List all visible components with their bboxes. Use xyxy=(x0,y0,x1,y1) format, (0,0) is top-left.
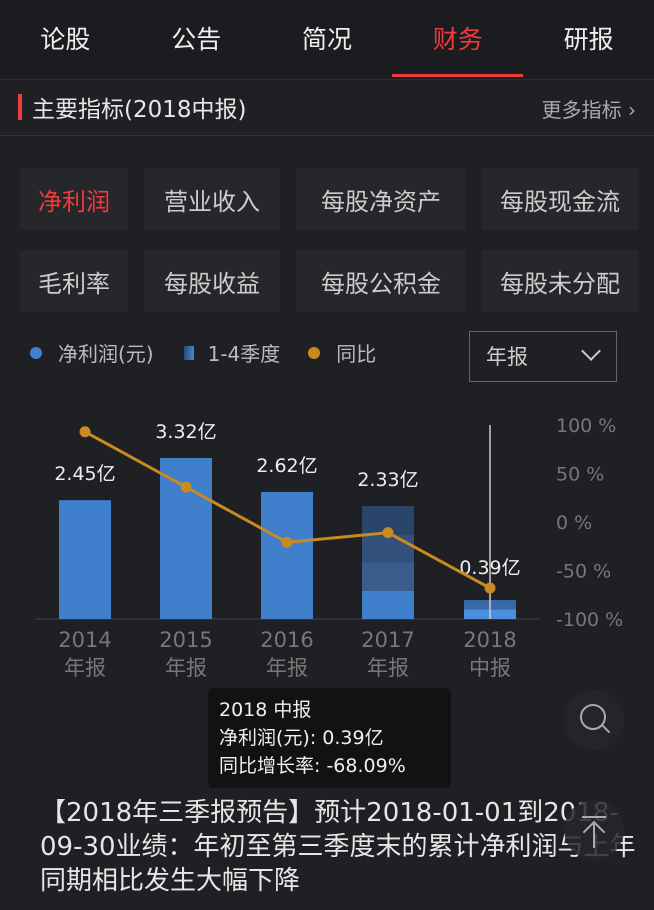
tooltip-net-profit: 净利润(元): 0.39亿 xyxy=(219,727,384,749)
tab-profile[interactable]: 简况 xyxy=(301,25,352,54)
x-tick-label: 2015 xyxy=(159,628,213,652)
yoy-legend-dot xyxy=(308,346,321,359)
y2-tick-label: -100 % xyxy=(556,609,623,630)
chevron-down-icon xyxy=(581,341,601,361)
tab-lungu[interactable]: 论股 xyxy=(40,25,91,54)
legend-quarters: 1-4季度 xyxy=(207,342,281,366)
x-tick-label: 2018 xyxy=(463,628,517,652)
y2-tick-label: 50 % xyxy=(556,464,604,486)
period-select-value: 年报 xyxy=(486,345,528,369)
bar-quarter xyxy=(362,562,414,591)
x-tick-label: 2014 xyxy=(58,628,112,652)
quarters-legend-swatch xyxy=(183,345,194,360)
indicator-bvps[interactable]: 每股净资产 xyxy=(296,168,466,230)
x-sub-label: 中报 xyxy=(469,656,511,680)
bar-quarter xyxy=(362,534,414,563)
x-sub-label: 年报 xyxy=(266,656,308,680)
back-to-top-icon xyxy=(582,816,606,818)
search-icon xyxy=(580,704,606,730)
chart-tooltip: 2018 中报 净利润(元): 0.39亿 同比增长率: -68.09% xyxy=(208,688,451,788)
x-sub-label: 年报 xyxy=(64,656,106,680)
search-icon-handle xyxy=(601,724,611,734)
bar-value-label: 2.33亿 xyxy=(357,469,418,491)
back-to-top-button[interactable] xyxy=(564,800,624,860)
x-tick-label: 2017 xyxy=(361,628,415,652)
bar xyxy=(261,491,313,619)
section-marker xyxy=(18,94,22,120)
section-header: 主要指标(2018中报) 更多指标 › xyxy=(0,84,654,136)
yoy-point xyxy=(180,481,192,493)
indicator-net-profit[interactable]: 净利润 xyxy=(20,168,128,230)
tab-research[interactable]: 研报 xyxy=(563,25,614,54)
more-indicators-link[interactable]: 更多指标 › xyxy=(541,98,636,122)
indicator-grid: 净利润 营业收入 每股净资产 每股现金流 毛利率 每股收益 每股公积金 每股未分… xyxy=(20,168,644,312)
indicator-capital-reserve[interactable]: 每股公积金 xyxy=(296,250,466,312)
net-profit-legend-dot xyxy=(30,346,42,359)
legend-yoy: 同比 xyxy=(336,342,377,366)
top-tabs: 论股 公告 简况 财务 研报 xyxy=(0,0,654,80)
y2-tick-label: -50 % xyxy=(556,561,611,583)
bar xyxy=(59,500,111,619)
search-button[interactable] xyxy=(564,690,624,750)
y2-tick-label: 100 % xyxy=(556,415,616,437)
yoy-point xyxy=(382,527,394,539)
period-select[interactable]: 年报 xyxy=(469,331,617,382)
x-sub-label: 年报 xyxy=(165,656,207,680)
bar-value-label: 3.32亿 xyxy=(155,421,216,443)
tab-finance[interactable]: 财务 xyxy=(392,0,523,79)
legend-net-profit: 净利润(元) xyxy=(58,342,154,366)
tab-announcements[interactable]: 公告 xyxy=(171,25,222,54)
indicator-revenue[interactable]: 营业收入 xyxy=(144,168,280,230)
news-forecast[interactable]: 【2018年三季报预告】预计2018-01-01到2018-09-30业绩：年初… xyxy=(40,798,636,896)
yoy-point xyxy=(484,582,496,594)
section-title: 主要指标(2018中报) xyxy=(32,97,247,123)
tooltip-title: 2018 中报 xyxy=(219,699,312,721)
yoy-point xyxy=(281,536,293,548)
indicator-cfps[interactable]: 每股现金流 xyxy=(482,168,638,230)
x-tick-label: 2016 xyxy=(260,628,314,652)
indicator-eps[interactable]: 每股收益 xyxy=(144,250,280,312)
bar-value-label: 2.62亿 xyxy=(256,455,317,477)
bar-quarter xyxy=(362,590,414,619)
y2-tick-label: 0 % xyxy=(556,512,592,534)
yoy-point xyxy=(79,426,91,438)
back-to-top-stem xyxy=(593,824,595,848)
chart-legend: 净利润(元) 1-4季度 同比 xyxy=(30,338,376,367)
bar-value-label: 2.45亿 xyxy=(54,463,115,485)
tooltip-yoy: 同比增长率: -68.09% xyxy=(219,755,406,777)
indicator-undistributed[interactable]: 每股未分配 xyxy=(482,250,638,312)
x-sub-label: 年报 xyxy=(367,656,409,680)
indicator-gross-margin[interactable]: 毛利率 xyxy=(20,250,128,312)
